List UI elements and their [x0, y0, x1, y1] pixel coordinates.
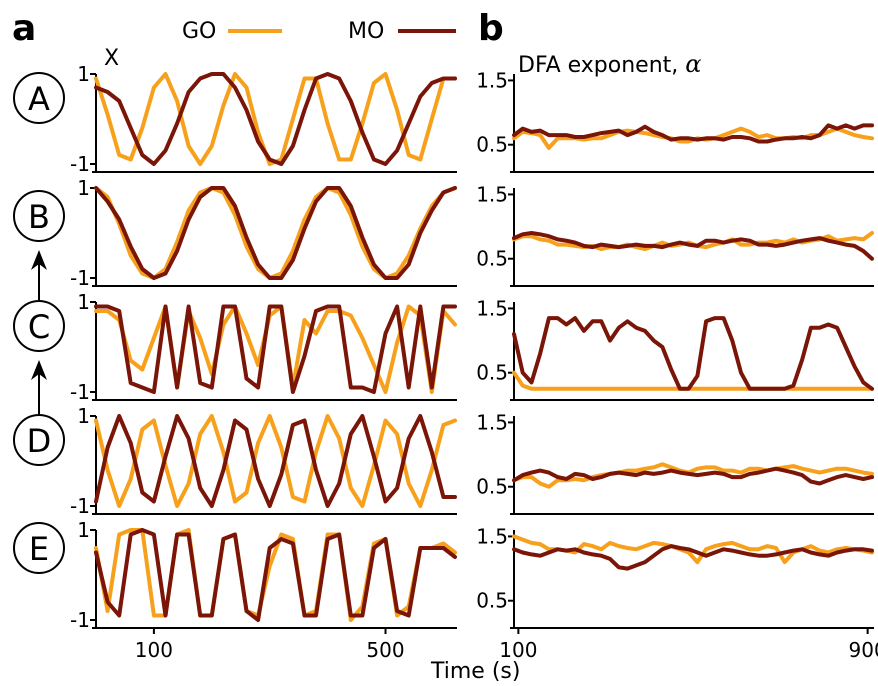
x-tick-label: 900: [849, 638, 878, 662]
legend: GO MO: [182, 19, 456, 44]
y-tick-label: 0.5: [476, 361, 508, 385]
series-line-go: [94, 414, 457, 508]
y-tick-label: 0.5: [476, 133, 508, 157]
series-line-go: [512, 462, 874, 489]
series-line-mo: [512, 231, 874, 261]
series-line-mo: [512, 466, 874, 486]
y-tick-label: -1: [70, 494, 90, 518]
y-tick-label: 1.5: [476, 182, 508, 206]
legend-label-mo: MO: [348, 19, 384, 44]
row-label-b: B: [28, 198, 50, 236]
y-tick-label: 1.5: [476, 296, 508, 320]
arrow-c-to-b: [31, 250, 47, 300]
y-tick-label: -1: [70, 152, 90, 176]
subplot-b-a: 1.5 0.5: [476, 68, 874, 173]
y-tick-label: 1.5: [476, 410, 508, 434]
y-tick-label: 0.5: [476, 589, 508, 613]
y-tick-label: 1: [77, 404, 90, 428]
row-label-a: A: [28, 80, 50, 118]
subplot-b-d: 1.5 0.5: [476, 410, 874, 515]
row-circle-d: [13, 414, 65, 466]
x-tick-label: 100: [499, 638, 537, 662]
series-line-mo: [512, 544, 874, 571]
subplot-a-a: 1 -1: [70, 62, 457, 176]
panel-b-ylabel-text: DFA exponent,: [518, 53, 685, 78]
row-label-d: D: [27, 422, 52, 460]
y-tick-label: -1: [70, 266, 90, 290]
panel-label-b: b: [478, 8, 504, 49]
subplot-a-c: 1 -1: [70, 290, 457, 404]
y-tick-label: 0.5: [476, 247, 508, 271]
series-line-mo: [94, 186, 457, 280]
y-tick-label: 1.5: [476, 524, 508, 548]
row-label-c: C: [28, 308, 50, 346]
panel-label-a: a: [12, 8, 36, 49]
series-line-go: [94, 72, 457, 166]
series-line-mo: [94, 72, 457, 166]
y-tick-label: -1: [70, 380, 90, 404]
subplot-b-b: 1.5 0.5: [476, 182, 874, 287]
x-tick-label: 100: [135, 638, 173, 662]
y-tick-label: 1: [77, 290, 90, 314]
subplot-b-c: 1.5 0.5: [476, 296, 874, 401]
series-line-mo: [512, 123, 874, 144]
y-tick-label: 0.5: [476, 475, 508, 499]
series-line-go: [512, 534, 874, 565]
row-circle-e: [13, 522, 65, 574]
subplot-b-e: 1.5 0.5: [476, 524, 874, 629]
series-line-mo: [94, 304, 457, 394]
panel-b-ylabel-symbol: α: [685, 50, 701, 78]
subplot-a-b: 1 -1: [70, 176, 457, 290]
y-tick-label: 1: [77, 518, 90, 542]
row-label-e: E: [29, 530, 49, 568]
subplot-a-e: 1 -1: [70, 518, 457, 632]
series-line-go: [94, 304, 457, 394]
y-tick-label: -1: [70, 608, 90, 632]
panel-b-ylabel: DFA exponent, α: [518, 50, 701, 78]
x-axis-label: Time (s): [430, 659, 520, 684]
y-tick-label: 1.5: [476, 68, 508, 92]
arrow-d-to-c: [31, 360, 47, 414]
x-tick-label: 500: [366, 638, 404, 662]
series-line-mo: [94, 414, 457, 508]
row-circle-b: [13, 190, 65, 242]
row-markers: A B C D E: [13, 72, 65, 574]
legend-label-go: GO: [182, 19, 216, 44]
row-circle-a: [13, 72, 65, 124]
subplot-a-d: 1 -1: [70, 404, 457, 518]
panel-a-ylabel: X: [104, 46, 119, 71]
series-line-mo: [512, 316, 874, 391]
series-line-go: [512, 370, 874, 391]
series-line-go: [94, 186, 457, 280]
y-tick-label: 1: [77, 62, 90, 86]
row-circle-c: [13, 300, 65, 352]
y-tick-label: 1: [77, 176, 90, 200]
series-line-mo: [94, 528, 457, 622]
